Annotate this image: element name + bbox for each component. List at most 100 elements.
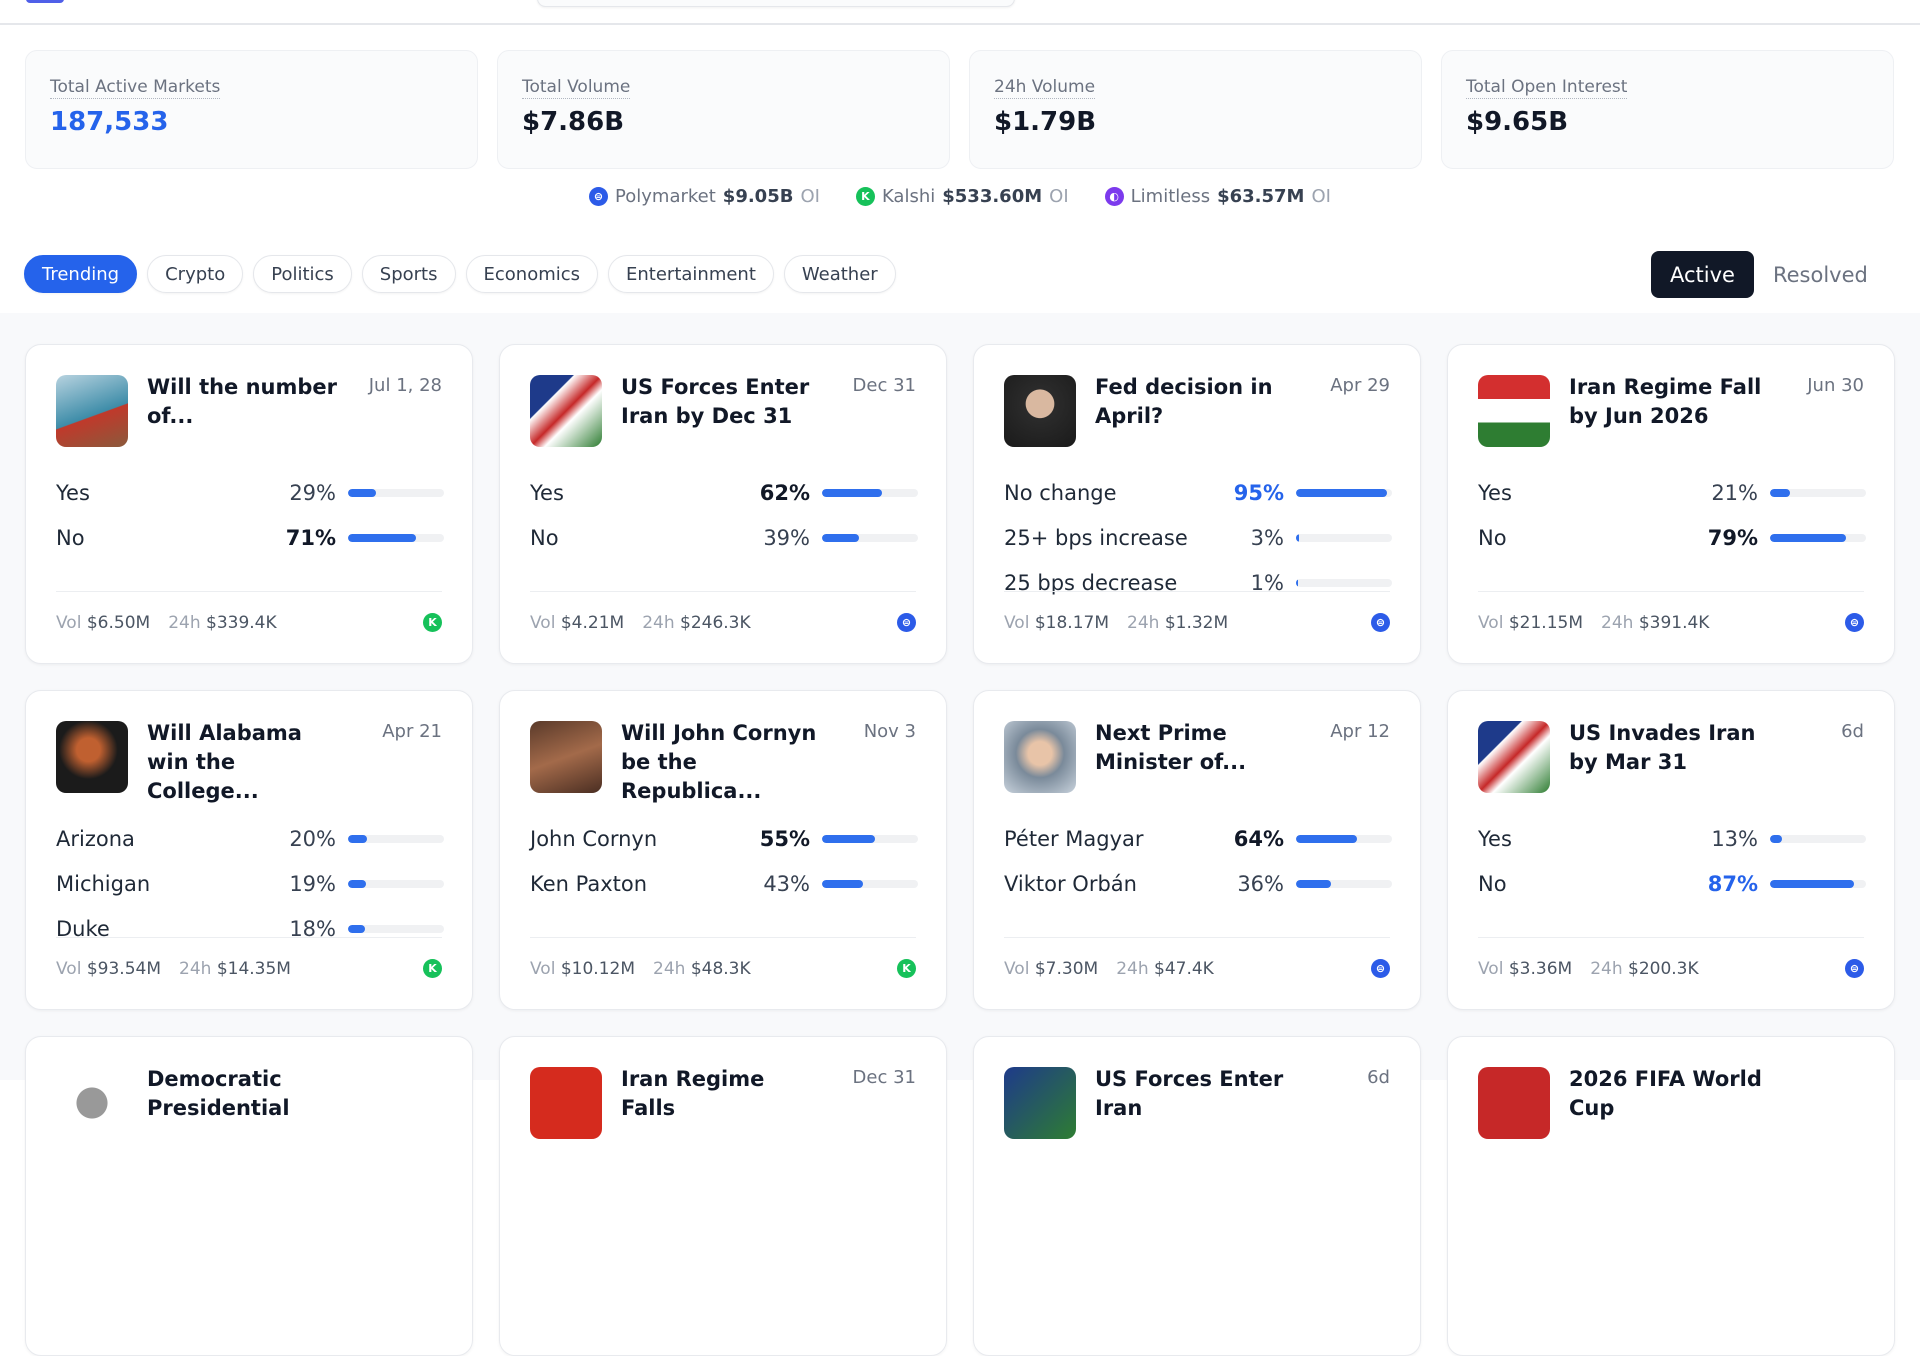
market-image xyxy=(530,375,602,447)
market-footer: Vol $7.30M 24h $47.4K ⊜ xyxy=(1004,937,1390,999)
market-title[interactable]: 2026 FIFA World Cup xyxy=(1569,1067,1762,1120)
platform-limitless[interactable]: ◐ Limitless $63.57M OI xyxy=(1104,186,1331,207)
outcome-row[interactable]: Michigan 19% xyxy=(56,861,444,906)
probability-bar xyxy=(822,879,918,888)
probability-bar xyxy=(1296,488,1392,497)
market-card[interactable]: Will John Cornyn be the Republica... Nov … xyxy=(499,690,947,1010)
outcome-row[interactable]: 25+ bps increase 3% xyxy=(1004,515,1392,560)
market-end-date: Dec 31 xyxy=(852,1067,916,1088)
oi-suffix: OI xyxy=(800,186,820,207)
market-card[interactable]: US Forces Enter Iran by Dec 31 Dec 31 Yes 6… xyxy=(499,344,947,664)
probability-bar-fill xyxy=(1296,488,1388,497)
outcome-row[interactable]: 25 bps decrease 1% xyxy=(1004,560,1392,605)
outcome-label: Michigan xyxy=(56,871,151,896)
tab-trending[interactable]: Trending xyxy=(24,255,138,293)
outcome-probability: 87% xyxy=(1707,871,1758,896)
market-image xyxy=(1478,721,1550,793)
platform-polymarket[interactable]: ⊜ Polymarket $9.05B OI xyxy=(589,186,820,207)
market-image xyxy=(1004,375,1076,447)
volume-24h-value: $339.4K xyxy=(206,612,277,633)
tab-sports[interactable]: Sports xyxy=(361,255,456,293)
market-title[interactable]: US Invades Iran by Mar 31 xyxy=(1569,721,1756,774)
outcome-row[interactable]: No 71% xyxy=(56,515,444,560)
logo[interactable] xyxy=(26,0,64,3)
market-title[interactable]: Fed decision in April? xyxy=(1095,375,1273,428)
outcome-row[interactable]: No 79% xyxy=(1478,515,1866,560)
outcome-label: 25 bps decrease xyxy=(1004,570,1178,595)
outcome-row[interactable]: Ken Paxton 43% xyxy=(530,861,918,906)
market-title[interactable]: Will the number of... xyxy=(147,375,338,428)
tab-entertainment[interactable]: Entertainment xyxy=(608,255,774,293)
market-end-date: Jul 1, 28 xyxy=(368,375,442,396)
market-title[interactable]: Will John Cornyn be the Republica... xyxy=(621,721,817,803)
market-card[interactable]: 2026 FIFA World Cup xyxy=(1447,1036,1895,1356)
market-image xyxy=(1004,1067,1076,1139)
stat-label: Total Open Interest xyxy=(1466,77,1628,99)
market-card[interactable]: US Forces Enter Iran 6d xyxy=(973,1036,1421,1356)
market-card[interactable]: Iran Regime Falls Dec 31 xyxy=(499,1036,947,1356)
market-title[interactable]: Will Alabama win the College... xyxy=(147,721,302,803)
tab-crypto[interactable]: Crypto xyxy=(147,255,244,293)
stat-card: 24h Volume $1.79B xyxy=(969,50,1422,169)
outcome-probability: 62% xyxy=(759,480,810,505)
market-card[interactable]: Next Prime Minister of... Apr 12 Péter Mag… xyxy=(973,690,1421,1010)
market-title[interactable]: US Forces Enter Iran by Dec 31 xyxy=(621,375,810,428)
market-card[interactable]: Will the number of... Jul 1, 28 Yes 29% No 71… xyxy=(25,344,473,664)
outcome-row[interactable]: Yes 13% xyxy=(1478,816,1866,861)
volume-24h-label: 24h xyxy=(1127,612,1160,633)
market-end-date: 6d xyxy=(1841,721,1864,742)
tab-economics[interactable]: Economics xyxy=(465,255,599,293)
search-input[interactable] xyxy=(537,0,1015,7)
outcome-probability: 21% xyxy=(1711,480,1758,505)
market-card[interactable]: Iran Regime Fall by Jun 2026 Jun 30 Yes 21%… xyxy=(1447,344,1895,664)
platform-name: Limitless xyxy=(1130,186,1211,207)
tab-politics[interactable]: Politics xyxy=(253,255,352,293)
outcome-row[interactable]: Yes 62% xyxy=(530,470,918,515)
outcome-row[interactable]: Yes 29% xyxy=(56,470,444,515)
probability-bar xyxy=(1296,879,1392,888)
market-title[interactable]: US Forces Enter Iran xyxy=(1095,1067,1284,1120)
outcome-probability: 71% xyxy=(285,525,336,550)
outcome-row[interactable]: Viktor Orbán 36% xyxy=(1004,861,1392,906)
market-image xyxy=(56,1067,128,1139)
market-footer: Vol $10.12M 24h $48.3K K xyxy=(530,937,916,999)
market-title[interactable]: Iran Regime Fall by Jun 2026 xyxy=(1569,375,1762,428)
outcome-row[interactable]: Duke 18% xyxy=(56,906,444,951)
market-end-date: Dec 31 xyxy=(852,375,916,396)
outcome-probability: 95% xyxy=(1233,480,1284,505)
tab-weather[interactable]: Weather xyxy=(783,255,896,293)
outcome-row[interactable]: Péter Magyar 64% xyxy=(1004,816,1392,861)
active-toggle-button[interactable]: Active xyxy=(1651,251,1754,298)
market-footer: Vol $3.36M 24h $200.3K ⊜ xyxy=(1478,937,1864,999)
market-card[interactable]: US Invades Iran by Mar 31 6d Yes 13% No 87% Vo… xyxy=(1447,690,1895,1010)
market-title[interactable]: Democratic Presidential xyxy=(147,1067,290,1120)
market-card[interactable]: Democratic Presidential xyxy=(25,1036,473,1356)
outcome-label: Yes xyxy=(56,480,90,505)
outcome-row[interactable]: John Cornyn 55% xyxy=(530,816,918,861)
outcome-row[interactable]: Arizona 20% xyxy=(56,816,444,861)
market-title[interactable]: Next Prime Minister of... xyxy=(1095,721,1247,774)
market-card[interactable]: Will Alabama win the College... Apr 21 Ari… xyxy=(25,690,473,1010)
outcome-row[interactable]: No change 95% xyxy=(1004,470,1392,515)
market-image xyxy=(56,721,128,793)
outcome-label: 25+ bps increase xyxy=(1004,525,1188,550)
outcome-label: John Cornyn xyxy=(530,826,658,851)
volume-24h-label: 24h xyxy=(653,958,686,979)
probability-bar xyxy=(1296,834,1392,843)
volume: Vol $6.50M xyxy=(56,613,150,633)
outcome-row[interactable]: Yes 21% xyxy=(1478,470,1866,515)
probability-bar xyxy=(822,488,918,497)
probability-bar xyxy=(348,488,444,497)
market-title[interactable]: Iran Regime Falls xyxy=(621,1067,765,1120)
platform-kalshi[interactable]: K Kalshi $533.60M OI xyxy=(855,186,1069,207)
probability-bar xyxy=(1770,533,1866,542)
volume-24h-label: 24h xyxy=(1590,958,1623,979)
market-card[interactable]: Fed decision in April? Apr 29 No change 95%… xyxy=(973,344,1421,664)
volume-label: Vol xyxy=(56,612,82,633)
outcome-row[interactable]: No 39% xyxy=(530,515,918,560)
outcome-row[interactable]: No 87% xyxy=(1478,861,1866,906)
stat-label: Total Active Markets xyxy=(50,77,221,99)
resolved-toggle-button[interactable]: Resolved xyxy=(1772,262,1868,287)
probability-bar-fill xyxy=(348,924,366,933)
outcome-probability: 13% xyxy=(1711,826,1758,851)
